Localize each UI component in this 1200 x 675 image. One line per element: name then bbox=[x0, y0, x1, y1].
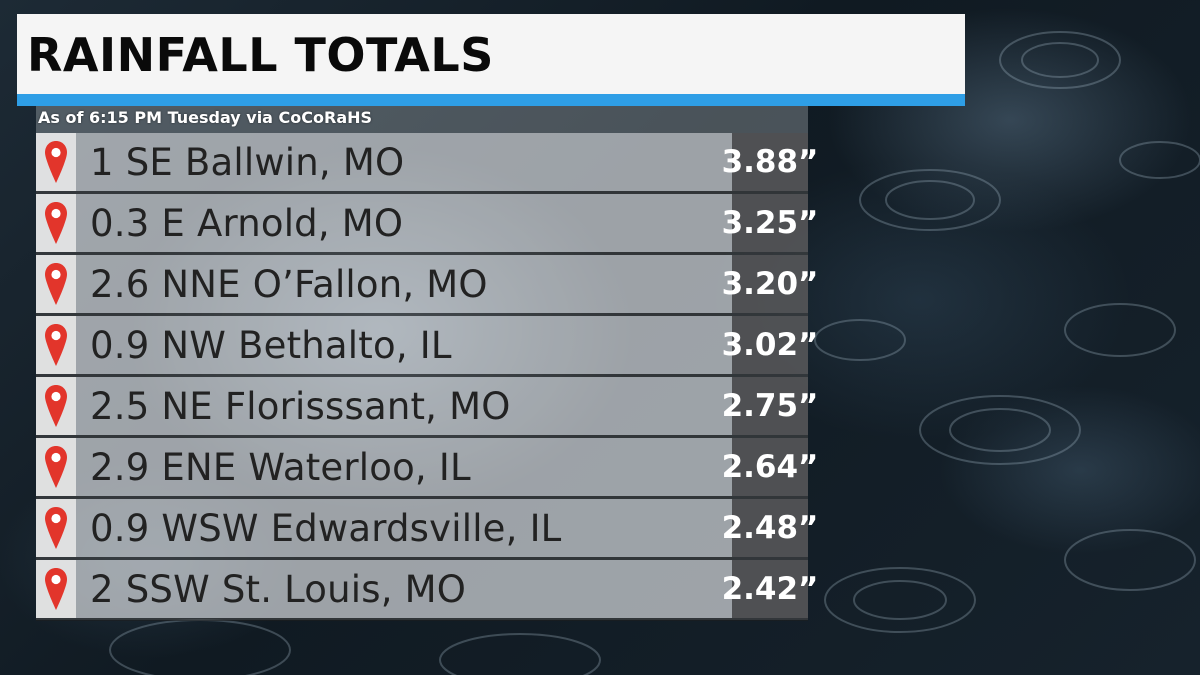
row-divider bbox=[36, 496, 808, 499]
rainfall-amount: 2.42” bbox=[721, 571, 819, 607]
list-item: 2.6 NNE O’Fallon, MO 3.20” bbox=[36, 255, 818, 316]
location-cell: 2.6 NNE O’Fallon, MO bbox=[76, 255, 732, 313]
amount-cell: 3.20” bbox=[722, 255, 818, 313]
rainfall-amount: 3.20” bbox=[721, 266, 819, 302]
rainfall-amount: 3.25” bbox=[721, 205, 819, 241]
map-pin-icon bbox=[36, 316, 76, 374]
row-divider bbox=[36, 252, 808, 255]
map-pin-icon bbox=[36, 194, 76, 252]
location-label: 1 SE Ballwin, MO bbox=[90, 140, 405, 184]
rainfall-amount: 2.48” bbox=[721, 510, 819, 546]
list-item: 2.9 ENE Waterloo, IL 2.64” bbox=[36, 438, 818, 499]
amount-cell: 2.48” bbox=[722, 499, 818, 557]
page-title: RAINFALL TOTALS bbox=[27, 28, 494, 82]
amount-cell: 3.88” bbox=[722, 133, 818, 191]
list-item: 2.5 NE Florisssant, MO 2.75” bbox=[36, 377, 818, 438]
amount-cell: 3.25” bbox=[722, 194, 818, 252]
location-cell: 0.9 NW Bethalto, IL bbox=[76, 316, 732, 374]
amount-cell: 2.42” bbox=[722, 560, 818, 618]
location-label: 2 SSW St. Louis, MO bbox=[90, 567, 467, 611]
amount-cell: 3.02” bbox=[722, 316, 818, 374]
map-pin-icon bbox=[36, 255, 76, 313]
row-divider bbox=[36, 313, 808, 316]
row-divider bbox=[36, 435, 808, 438]
location-label: 0.9 NW Bethalto, IL bbox=[90, 323, 452, 367]
location-label: 2.6 NNE O’Fallon, MO bbox=[90, 262, 488, 306]
row-divider bbox=[36, 557, 808, 560]
location-label: 2.9 ENE Waterloo, IL bbox=[90, 445, 471, 489]
amount-cell: 2.64” bbox=[722, 438, 818, 496]
location-cell: 2.5 NE Florisssant, MO bbox=[76, 377, 732, 435]
map-pin-icon bbox=[36, 499, 76, 557]
list-item: 2 SSW St. Louis, MO 2.42” bbox=[36, 560, 818, 621]
rainfall-list: 1 SE Ballwin, MO 3.88” 0.3 E Arnold, MO 3.2… bbox=[36, 133, 818, 621]
map-pin-icon bbox=[36, 438, 76, 496]
location-label: 0.9 WSW Edwardsville, IL bbox=[90, 506, 562, 550]
title-bar: RAINFALL TOTALS bbox=[17, 14, 965, 106]
row-divider bbox=[36, 374, 808, 377]
list-item: 0.9 NW Bethalto, IL 3.02” bbox=[36, 316, 818, 377]
list-item: 0.3 E Arnold, MO 3.25” bbox=[36, 194, 818, 255]
list-item: 0.9 WSW Edwardsville, IL 2.48” bbox=[36, 499, 818, 560]
location-cell: 2.9 ENE Waterloo, IL bbox=[76, 438, 732, 496]
list-item: 1 SE Ballwin, MO 3.88” bbox=[36, 133, 818, 194]
rainfall-amount: 2.64” bbox=[721, 449, 819, 485]
location-label: 0.3 E Arnold, MO bbox=[90, 201, 404, 245]
location-cell: 2 SSW St. Louis, MO bbox=[76, 560, 732, 618]
rainfall-amount: 3.02” bbox=[721, 327, 819, 363]
map-pin-icon bbox=[36, 560, 76, 618]
map-pin-icon bbox=[36, 377, 76, 435]
location-cell: 1 SE Ballwin, MO bbox=[76, 133, 732, 191]
row-divider bbox=[36, 191, 808, 194]
location-label: 2.5 NE Florisssant, MO bbox=[90, 384, 511, 428]
location-cell: 0.9 WSW Edwardsville, IL bbox=[76, 499, 732, 557]
location-cell: 0.3 E Arnold, MO bbox=[76, 194, 732, 252]
row-divider bbox=[36, 618, 808, 621]
subtitle: As of 6:15 PM Tuesday via CoCoRaHS bbox=[38, 108, 373, 127]
rainfall-amount: 3.88” bbox=[721, 144, 819, 180]
map-pin-icon bbox=[36, 133, 76, 191]
amount-cell: 2.75” bbox=[722, 377, 818, 435]
rainfall-amount: 2.75” bbox=[721, 388, 819, 424]
